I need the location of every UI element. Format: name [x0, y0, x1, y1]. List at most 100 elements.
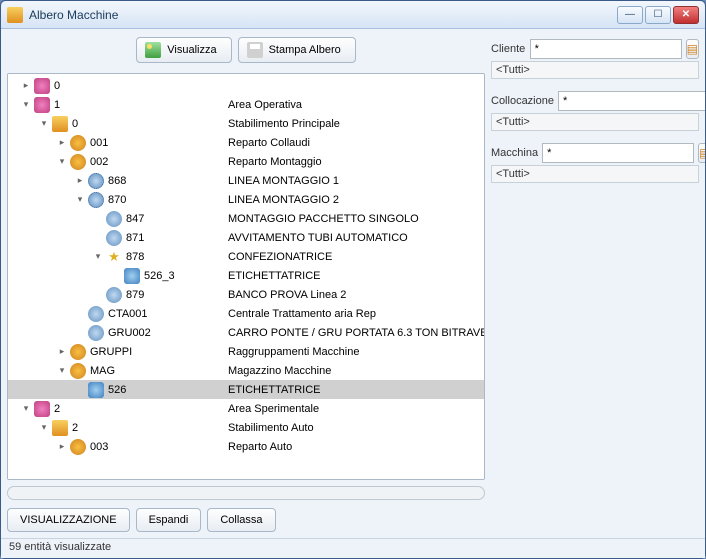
macchina-current: <Tutti> [491, 165, 699, 183]
department-icon [70, 439, 86, 455]
tree-view[interactable]: ▸0▾1Area Operativa▾0Stabilimento Princip… [7, 73, 485, 480]
expand-button[interactable]: Espandi [136, 508, 202, 532]
node-description: ETICHETTATRICE [228, 270, 320, 282]
node-code: 526_3 [144, 270, 204, 282]
cliente-label: Cliente [491, 43, 526, 55]
collocazione-current: <Tutti> [491, 113, 699, 131]
tree-row[interactable]: ▾★878CONFEZIONATRICE [8, 247, 484, 266]
status-bar: 59 entità visualizzate [1, 538, 705, 558]
tree-row[interactable]: ▾ 0 Stabilimento Principale [8, 114, 484, 133]
expander-icon[interactable]: ▾ [56, 365, 68, 377]
tag-icon [88, 382, 104, 398]
view-button[interactable]: Visualizza [136, 37, 231, 63]
image-icon [145, 42, 161, 58]
node-code: 868 [108, 175, 168, 187]
tree-row[interactable]: ▾MAGMagazzino Macchine [8, 361, 484, 380]
horizontal-scrollbar[interactable] [7, 486, 485, 500]
node-description: BANCO PROVA Linea 2 [228, 289, 346, 301]
titlebar: Albero Macchine — ☐ ✕ [1, 1, 705, 29]
node-description: Reparto Auto [228, 441, 292, 453]
tree-row[interactable]: ▸871AVVITAMENTO TUBI AUTOMATICO [8, 228, 484, 247]
node-description: CONFEZIONATRICE [228, 251, 332, 263]
cliente-lookup-button[interactable]: ▤ [686, 39, 699, 59]
expander-icon[interactable]: ▾ [38, 118, 50, 130]
visualization-label: VISUALIZZAZIONE [20, 514, 117, 526]
app-window: Albero Macchine — ☐ ✕ Visualizza Stampa … [0, 0, 706, 559]
collocazione-input[interactable] [558, 91, 705, 111]
node-description: Reparto Montaggio [228, 156, 322, 168]
expander-icon[interactable]: ▸ [56, 346, 68, 358]
machine-icon [106, 287, 122, 303]
macchina-lookup-button[interactable]: ▤ [698, 143, 705, 163]
node-code: MAG [90, 365, 150, 377]
tree-row[interactable]: ▸GRU002CARRO PONTE / GRU PORTATA 6.3 TON… [8, 323, 484, 342]
tree-row[interactable]: ▾2Area Sperimentale [8, 399, 484, 418]
macchina-label: Macchina [491, 147, 538, 159]
tree-row[interactable]: ▸847MONTAGGIO PACCHETTO SINGOLO [8, 209, 484, 228]
tree-row[interactable]: ▾2Stabilimento Auto [8, 418, 484, 437]
node-code: 2 [72, 422, 132, 434]
collapse-button[interactable]: Collassa [207, 508, 275, 532]
node-description: Centrale Trattamento aria Rep [228, 308, 376, 320]
node-code: 847 [126, 213, 186, 225]
line-icon [88, 192, 104, 208]
machine-icon [106, 211, 122, 227]
expander-icon[interactable]: ▾ [20, 403, 32, 415]
filter-macchina: Macchina ▤ <Tutti> [491, 143, 699, 183]
area-icon [34, 97, 50, 113]
tree-row[interactable]: ▸0 [8, 76, 484, 95]
expander-icon[interactable]: ▸ [20, 80, 32, 92]
collapse-label: Collassa [220, 514, 262, 526]
node-description: MONTAGGIO PACCHETTO SINGOLO [228, 213, 419, 225]
close-button[interactable]: ✕ [673, 6, 699, 24]
node-code: 871 [126, 232, 186, 244]
expander-icon[interactable]: ▸ [56, 441, 68, 453]
tree-row[interactable]: ▾ 870 LINEA MONTAGGIO 2 [8, 190, 484, 209]
expander-icon[interactable]: ▸ [74, 175, 86, 187]
department-icon [70, 363, 86, 379]
tree-row[interactable]: ▸879BANCO PROVA Linea 2 [8, 285, 484, 304]
node-code: 0 [72, 118, 132, 130]
expander-icon[interactable]: ▾ [74, 194, 86, 206]
node-description: Area Sperimentale [228, 403, 319, 415]
machine-icon [88, 325, 104, 341]
print-button-label: Stampa Albero [269, 44, 341, 56]
tree-row[interactable]: ▸001Reparto Collaudi [8, 133, 484, 152]
collocazione-label: Collocazione [491, 95, 554, 107]
print-tree-button[interactable]: Stampa Albero [238, 37, 356, 63]
node-description: LINEA MONTAGGIO 2 [228, 194, 339, 206]
expander-icon[interactable]: ▾ [20, 99, 32, 111]
node-description: Area Operativa [228, 99, 302, 111]
expander-icon[interactable]: ▾ [92, 251, 104, 263]
tree-row[interactable]: ▸GRUPPIRaggruppamenti Macchine [8, 342, 484, 361]
machine-icon [88, 306, 104, 322]
department-icon [70, 154, 86, 170]
cliente-input[interactable] [530, 39, 682, 59]
tree-row[interactable]: ▸ 868 LINEA MONTAGGIO 1 [8, 171, 484, 190]
filter-cliente: Cliente ▤ <Tutti> [491, 39, 699, 79]
node-code: 870 [108, 194, 168, 206]
visualization-button[interactable]: VISUALIZZAZIONE [7, 508, 130, 532]
expander-icon[interactable]: ▾ [38, 422, 50, 434]
cliente-current: <Tutti> [491, 61, 699, 79]
window-title: Albero Macchine [29, 8, 617, 22]
tree-row[interactable]: ▸526ETICHETTATRICE [8, 380, 484, 399]
tree-row[interactable]: ▾1Area Operativa [8, 95, 484, 114]
macchina-input[interactable] [542, 143, 694, 163]
app-icon [7, 7, 23, 23]
maximize-button[interactable]: ☐ [645, 6, 671, 24]
department-icon [70, 135, 86, 151]
tag-icon [124, 268, 140, 284]
minimize-button[interactable]: — [617, 6, 643, 24]
node-description: Stabilimento Principale [228, 118, 340, 130]
expander-icon[interactable]: ▾ [56, 156, 68, 168]
expander-icon[interactable]: ▸ [56, 137, 68, 149]
tree-row[interactable]: ▸003Reparto Auto [8, 437, 484, 456]
view-button-label: Visualizza [167, 44, 216, 56]
tree-row[interactable]: ▸526_3ETICHETTATRICE [8, 266, 484, 285]
tree-row[interactable]: ▸CTA001Centrale Trattamento aria Rep [8, 304, 484, 323]
node-description: LINEA MONTAGGIO 1 [228, 175, 339, 187]
node-code: 0 [54, 80, 114, 92]
tree-row[interactable]: ▾002Reparto Montaggio [8, 152, 484, 171]
body: Visualizza Stampa Albero ▸0▾1Area Operat… [1, 29, 705, 538]
